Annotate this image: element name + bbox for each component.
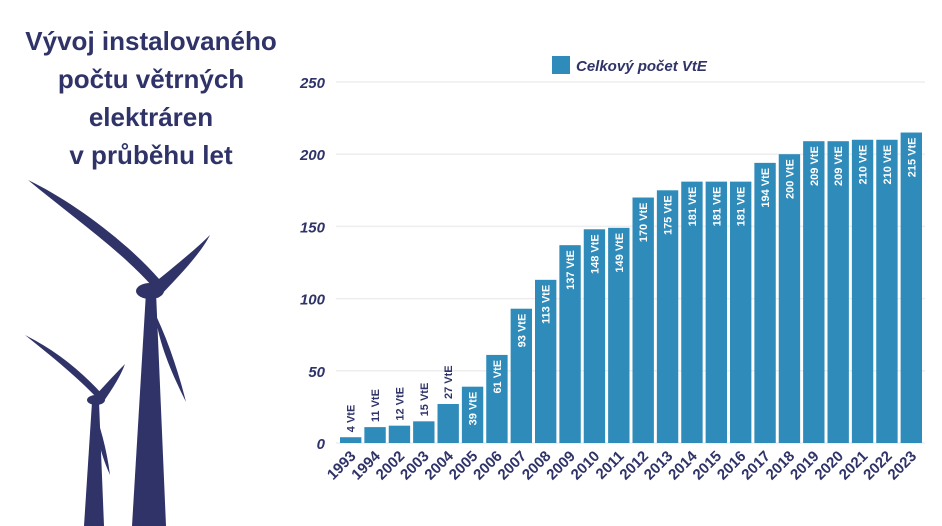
bar bbox=[705, 181, 727, 444]
wind-turbine-small-icon bbox=[25, 335, 125, 526]
bar bbox=[632, 197, 654, 443]
bar bbox=[827, 141, 849, 444]
y-tick-label: 150 bbox=[300, 219, 326, 236]
page-title: Vývoj instalovaného počtu větrných elekt… bbox=[0, 22, 302, 174]
bar-data-label: 194 VtE bbox=[760, 168, 772, 208]
bar-data-label: 12 VtE bbox=[394, 387, 406, 421]
bar-data-label: 210 VtE bbox=[858, 145, 870, 185]
title-line: elektráren bbox=[88, 102, 214, 132]
y-tick-label: 100 bbox=[300, 292, 326, 309]
bar-data-label: 149 VtE bbox=[614, 233, 626, 273]
bar-data-label: 137 VtE bbox=[565, 250, 577, 290]
bar-data-label: 93 VtE bbox=[516, 314, 528, 348]
bar-data-label: 181 VtE bbox=[687, 187, 699, 227]
bar bbox=[510, 308, 532, 443]
bar bbox=[730, 181, 752, 444]
bar-data-label: 113 VtE bbox=[541, 285, 553, 324]
bar-data-label: 148 VtE bbox=[589, 234, 601, 274]
x-tick-label: 2023 bbox=[885, 448, 921, 484]
bar bbox=[778, 154, 801, 443]
wind-turbines-illustration bbox=[25, 180, 210, 526]
bar-data-label: 27 VtE bbox=[443, 365, 455, 399]
title-line: počtu větrných bbox=[57, 64, 245, 94]
bar-data-label: 11 VtE bbox=[370, 389, 382, 422]
bar-data-label: 39 VtE bbox=[468, 392, 480, 426]
bar-data-label: 4 VtE bbox=[346, 405, 358, 433]
bar bbox=[681, 181, 703, 444]
bar-data-label: 181 VtE bbox=[736, 187, 748, 227]
bar bbox=[876, 139, 898, 443]
y-tick-label: 250 bbox=[299, 75, 326, 92]
bar bbox=[340, 437, 362, 443]
bar bbox=[559, 245, 581, 443]
title-line: v průběhu let bbox=[69, 140, 233, 170]
bar bbox=[803, 141, 825, 444]
bar-data-label: 215 VtE bbox=[906, 138, 918, 178]
bar bbox=[900, 132, 922, 444]
bar bbox=[754, 162, 776, 443]
bar-data-label: 170 VtE bbox=[638, 203, 650, 243]
bar bbox=[656, 190, 679, 443]
legend-label: Celkový počet VtE bbox=[576, 58, 708, 75]
bar-data-label: 175 VtE bbox=[663, 195, 675, 235]
bar-data-label: 209 VtE bbox=[809, 146, 821, 186]
bar bbox=[851, 139, 874, 443]
bar bbox=[437, 404, 459, 443]
bar-data-label: 15 VtE bbox=[419, 383, 431, 417]
bar-data-label: 210 VtE bbox=[882, 145, 894, 185]
y-tick-label: 200 bbox=[299, 147, 326, 164]
bar bbox=[364, 427, 386, 443]
bar bbox=[608, 227, 630, 443]
bar bbox=[461, 386, 484, 443]
bar-data-label: 200 VtE bbox=[784, 159, 796, 199]
bar bbox=[535, 279, 557, 443]
bar bbox=[413, 421, 435, 443]
wind-turbine-large-icon bbox=[28, 180, 210, 526]
bar bbox=[486, 354, 508, 443]
legend: Celkový počet VtE bbox=[552, 56, 708, 75]
bar-data-label: 181 VtE bbox=[711, 187, 723, 227]
y-tick-label: 50 bbox=[308, 364, 325, 381]
y-tick-label: 0 bbox=[317, 436, 326, 453]
bar bbox=[388, 425, 411, 443]
legend-swatch bbox=[552, 56, 570, 74]
title-line: Vývoj instalovaného bbox=[25, 26, 277, 56]
bar-data-label: 209 VtE bbox=[833, 146, 845, 186]
bar-data-label: 61 VtE bbox=[492, 360, 504, 394]
bar bbox=[583, 229, 606, 443]
